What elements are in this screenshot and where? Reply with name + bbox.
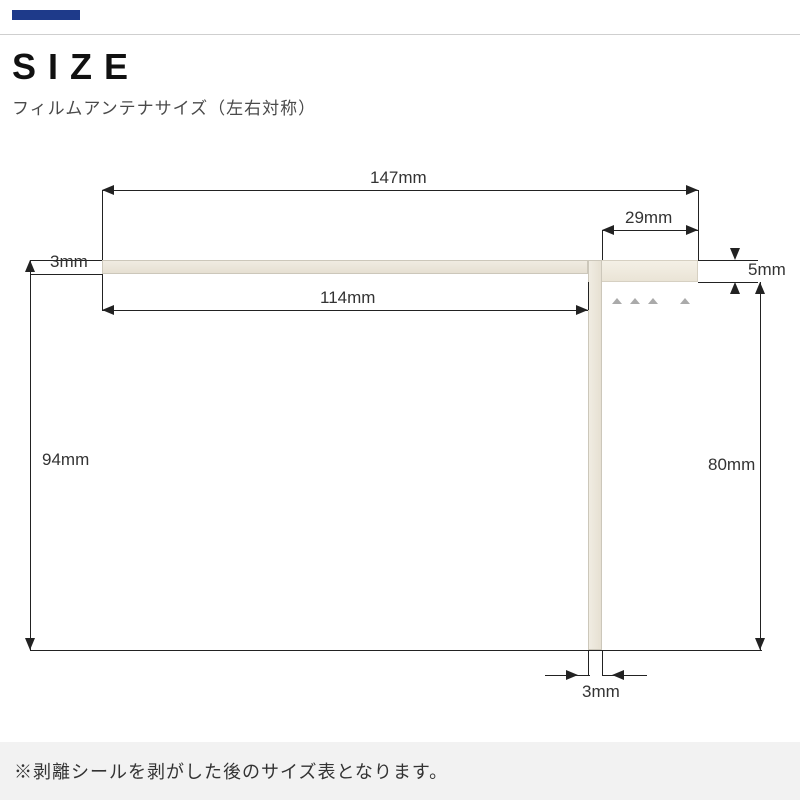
pad-marker-icon <box>612 298 622 304</box>
dim-label-5mm: 5mm <box>748 260 786 280</box>
footer-note-bar: ※剥離シールを剥がした後のサイズ表となります。 <box>0 742 800 800</box>
header: SIZE フィルムアンテナサイズ（左右対称） <box>12 46 316 119</box>
pad-marker-icon <box>630 298 640 304</box>
antenna-right-pad <box>588 260 698 282</box>
pad-marker-icon <box>680 298 690 304</box>
dim-label-29mm: 29mm <box>625 208 672 228</box>
dim-label-114mm: 114mm <box>320 288 375 308</box>
dim-label-3mm-bottom: 3mm <box>582 682 620 702</box>
pad-marker-icon <box>648 298 658 304</box>
dim-label-80mm: 80mm <box>708 455 755 475</box>
dim-label-94mm: 94mm <box>42 450 89 470</box>
dim-label-147mm: 147mm <box>370 168 427 188</box>
dim-label-3mm-left: 3mm <box>50 252 88 272</box>
dimension-diagram: 147mm 29mm 3mm 114mm 5mm 94mm 80mm 3mm <box>0 160 800 720</box>
footer-note-text: ※剥離シールを剥がした後のサイズ表となります。 <box>14 762 448 782</box>
header-accent-bar <box>12 10 80 20</box>
antenna-vertical-arm <box>588 260 602 650</box>
page-title: SIZE <box>12 46 316 88</box>
divider <box>0 34 800 35</box>
antenna-horizontal-arm <box>102 260 588 274</box>
page-subtitle: フィルムアンテナサイズ（左右対称） <box>12 94 316 119</box>
